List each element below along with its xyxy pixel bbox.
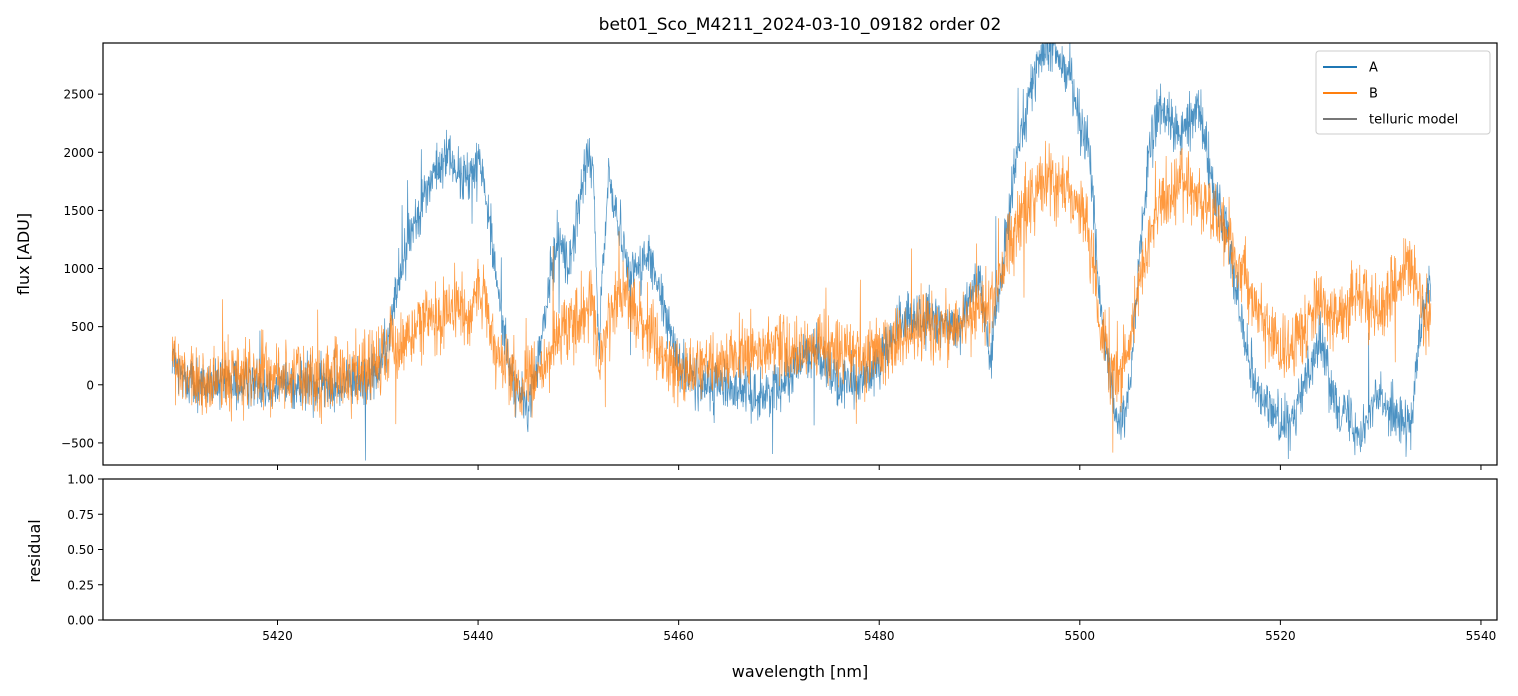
residual-x-ticks: 5420 5440 5460 5480 5500 5520 5540 <box>262 620 1496 643</box>
y-tick-label: 1000 <box>63 262 94 276</box>
x-tick-label: 5500 <box>1065 629 1096 643</box>
flux-series-group <box>171 43 1432 461</box>
flux-y-axis-label: flux [ADU] <box>14 213 33 295</box>
x-tick-label: 5540 <box>1466 629 1497 643</box>
legend-label-a: A <box>1369 61 1378 76</box>
x-axis-label: wavelength [nm] <box>732 662 869 681</box>
y-tick-label: 0.75 <box>67 508 94 522</box>
residual-panel: 0.00 0.25 0.50 0.75 1.00 5420 5440 5460 5480 550… <box>25 473 1498 681</box>
y-tick-label: 0 <box>86 378 94 392</box>
series-line-b <box>171 140 1432 453</box>
flux-panel: bet01_Sco_M4211_2024-03-10_09182 order 0… <box>14 15 1498 470</box>
legend-box <box>1315 50 1491 135</box>
flux-x-ticks <box>277 465 1482 470</box>
y-tick-label: 0.25 <box>67 578 94 592</box>
x-tick-label: 5440 <box>463 629 494 643</box>
residual-axes-frame <box>102 478 1498 621</box>
legend: A B telluric model <box>1315 50 1491 135</box>
chart-title: bet01_Sco_M4211_2024-03-10_09182 order 0… <box>599 15 1002 35</box>
legend-label-telluric: telluric model <box>1369 113 1458 128</box>
y-tick-label: −500 <box>61 436 94 450</box>
y-tick-label: 2000 <box>63 146 94 160</box>
y-tick-label: 1.00 <box>67 473 94 487</box>
y-tick-label: 0.50 <box>67 543 94 557</box>
y-tick-label: 2500 <box>63 88 94 102</box>
legend-label-b: B <box>1369 87 1378 102</box>
flux-y-ticks: −500 0 500 1000 1500 2000 2500 <box>61 88 103 450</box>
x-tick-label: 5480 <box>864 629 895 643</box>
x-tick-label: 5420 <box>262 629 293 643</box>
series-line-a <box>171 43 1432 461</box>
x-tick-label: 5460 <box>663 629 694 643</box>
x-tick-label: 5520 <box>1265 629 1296 643</box>
flux-axes-frame <box>102 42 1498 466</box>
y-tick-label: 0.00 <box>67 614 94 628</box>
y-tick-label: 500 <box>71 320 94 334</box>
residual-y-axis-label: residual <box>25 519 44 582</box>
y-tick-label: 1500 <box>63 204 94 218</box>
residual-y-ticks: 0.00 0.25 0.50 0.75 1.00 <box>67 473 103 628</box>
